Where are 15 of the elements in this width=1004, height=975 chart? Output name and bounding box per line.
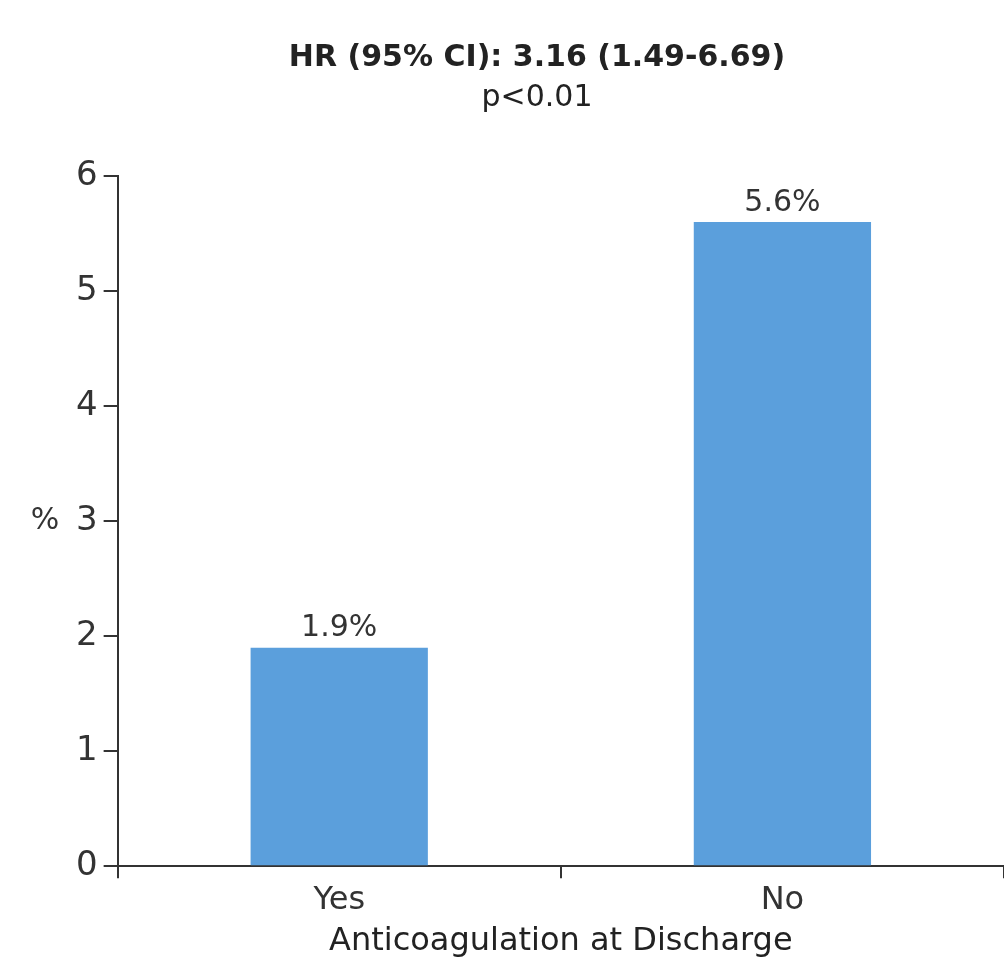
y-tick-label: 6 xyxy=(75,152,98,193)
x-tick-label: No xyxy=(760,878,805,917)
data-label: 5.6% xyxy=(744,182,821,218)
data-label: 1.9% xyxy=(301,608,378,644)
y-tick-label: 2 xyxy=(75,612,98,653)
y-tick-label: 5 xyxy=(75,267,98,308)
x-tick-label: Yes xyxy=(312,878,366,917)
y-tick-label: 1 xyxy=(75,727,98,768)
y-tick-label: 4 xyxy=(75,382,98,423)
y-tick-label: 3 xyxy=(75,497,98,538)
chart-subtitle: p<0.01 xyxy=(481,77,593,113)
x-axis-title: Anticoagulation at Discharge xyxy=(329,920,793,959)
y-tick-label: 0 xyxy=(75,843,98,884)
chart-title: HR (95% CI): 3.16 (1.49-6.69) xyxy=(288,37,786,73)
y-axis-title: % xyxy=(30,500,60,536)
